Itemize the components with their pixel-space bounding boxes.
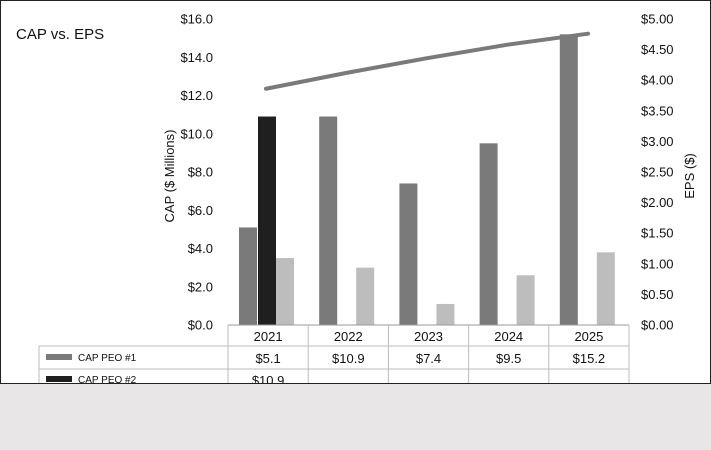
table-cell-value: $10.9 (332, 351, 365, 366)
right-tick-label: $3.00 (641, 134, 674, 149)
chart-title: CAP vs. EPS (16, 26, 104, 43)
left-tick-label: $8.0 (188, 165, 213, 180)
table-cell-value: $9.5 (496, 351, 521, 366)
left-tick-label: $14.0 (180, 50, 213, 65)
legend-swatch (46, 376, 72, 382)
bar (479, 143, 498, 325)
bar (239, 227, 257, 325)
bar (399, 183, 418, 325)
left-tick-label: $10.0 (180, 126, 213, 141)
right-tick-label: $0.00 (641, 318, 674, 333)
table-cell-value: $5.1 (255, 351, 280, 366)
right-tick-label: $3.50 (641, 103, 674, 118)
right-tick-label: $1.00 (641, 256, 674, 271)
right-tick-label: $1.50 (641, 226, 674, 241)
cap-vs-eps-chart: CAP vs. EPS CAP ($ Millions) EPS ($) $0.… (16, 12, 697, 384)
category-label: 2025 (574, 329, 603, 344)
left-tick-label: $6.0 (188, 203, 213, 218)
table-cell-value: $7.4 (416, 351, 441, 366)
bar (596, 252, 615, 325)
right-tick-label: $2.50 (641, 165, 674, 180)
bar (559, 34, 578, 326)
category-label: 2024 (494, 329, 523, 344)
legend-swatch (46, 354, 72, 360)
right-tick-label: $4.00 (641, 73, 674, 88)
left-axis-ticks: $0.0 $2.0 $4.0 $6.0 $8.0 $10.0 $12.0 $14.0 $16.0 (180, 12, 213, 333)
left-tick-label: $0.0 (188, 318, 213, 333)
bar (516, 275, 535, 325)
category-label: 2023 (414, 329, 443, 344)
table-cell-value: $10.9 (252, 373, 285, 384)
bar (436, 303, 455, 325)
right-tick-label: $0.50 (641, 287, 674, 302)
bars-layer (228, 34, 629, 326)
right-axis-ticks: $0.00 $0.50 $1.00 $1.50 $2.00 $2.50 $3.00 $3.50… (641, 12, 674, 333)
bottom-blank-area (0, 384, 711, 450)
category-label: 2022 (334, 329, 363, 344)
bar (258, 116, 276, 325)
right-tick-label: $4.50 (641, 42, 674, 57)
right-tick-label: $5.00 (641, 12, 674, 27)
legend-label: CAP PEO #1 (78, 353, 137, 364)
left-tick-label: $16.0 (180, 12, 213, 27)
category-label: 2021 (254, 329, 283, 344)
right-tick-label: $2.00 (641, 195, 674, 210)
left-tick-label: $4.0 (188, 241, 213, 256)
bar (356, 267, 375, 325)
bar (276, 258, 294, 325)
right-axis-title: EPS ($) (682, 153, 697, 199)
left-axis-title: CAP ($ Millions) (162, 130, 177, 223)
bar (319, 116, 338, 325)
eps-line-layer (264, 31, 590, 91)
table-cell-value: $15.2 (573, 351, 606, 366)
left-tick-label: $12.0 (180, 88, 213, 103)
legend-label: CAP PEO #2 (78, 375, 137, 384)
chart-frame: CAP vs. EPS CAP ($ Millions) EPS ($) $0.… (0, 0, 711, 384)
eps-line (264, 31, 590, 91)
data-table: 2021 2022 2023 2024 2025 CAP PEO #1 $5.1 $10.9 $… (38, 325, 630, 384)
left-tick-label: $2.0 (188, 279, 213, 294)
